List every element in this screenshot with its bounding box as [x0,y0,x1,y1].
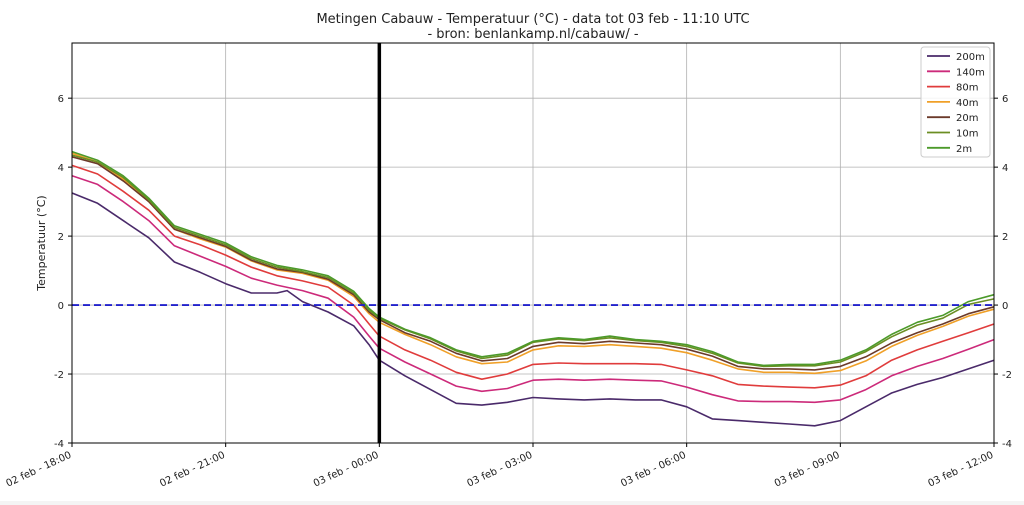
legend-label-2m: 2m [956,144,972,155]
legend: 200m 140m 80m 40m 20m 10m 2m [920,46,991,158]
series-layer [71,150,995,427]
chart-title: Metingen Cabauw - Temperatuur (°C) - dat… [316,12,749,27]
reference-layer [72,43,994,443]
axis-ticks: 02 feb - 18:00 02 feb - 21:00 03 feb - 00:… [5,94,1012,489]
y-tick-label-right: 2 [1002,232,1008,243]
legend-label-40m: 40m [956,98,978,109]
x-tick-label: 03 feb - 12:00 [927,450,996,490]
y-tick-label-left: 4 [58,163,64,174]
y-tick-label-right: 0 [1002,301,1008,312]
grid [71,43,995,444]
x-tick-label: 03 feb - 09:00 [773,450,842,490]
legend-label-140m: 140m [956,67,985,78]
series-line-10m [71,154,995,368]
y-tick-label-left: 2 [58,232,64,243]
y-tick-label-right: 6 [1002,94,1008,105]
y-tick-label-right: 4 [1002,163,1008,174]
y-tick-label-right: -4 [1002,439,1012,450]
x-tick-label: 02 feb - 18:00 [5,450,74,490]
y-axis-label: Temperatuur (°C) [35,195,48,291]
series-line-2m [71,150,995,367]
x-tick-label: 03 feb - 03:00 [466,450,535,490]
series-line-80m [71,164,995,389]
chart-subtitle: - bron: benlankamp.nl/cabauw/ - [427,27,638,42]
series-line-20m [71,156,995,371]
series-line-140m [71,175,995,404]
y-tick-label-left: -2 [54,370,64,381]
legend-box [920,46,991,158]
x-tick-label: 02 feb - 21:00 [158,450,227,490]
y-tick-label-left: 6 [58,94,64,105]
series-line-200m [71,192,995,427]
y-tick-label-left: 0 [58,301,64,312]
legend-label-10m: 10m [956,129,978,140]
y-tick-label-left: -4 [54,439,64,450]
legend-label-80m: 80m [956,83,978,94]
x-tick-label: 03 feb - 00:00 [312,450,381,490]
legend-label-20m: 20m [956,113,978,124]
x-tick-label: 03 feb - 06:00 [619,450,688,490]
legend-label-200m: 200m [956,52,985,63]
y-tick-label-right: -2 [1002,370,1012,381]
